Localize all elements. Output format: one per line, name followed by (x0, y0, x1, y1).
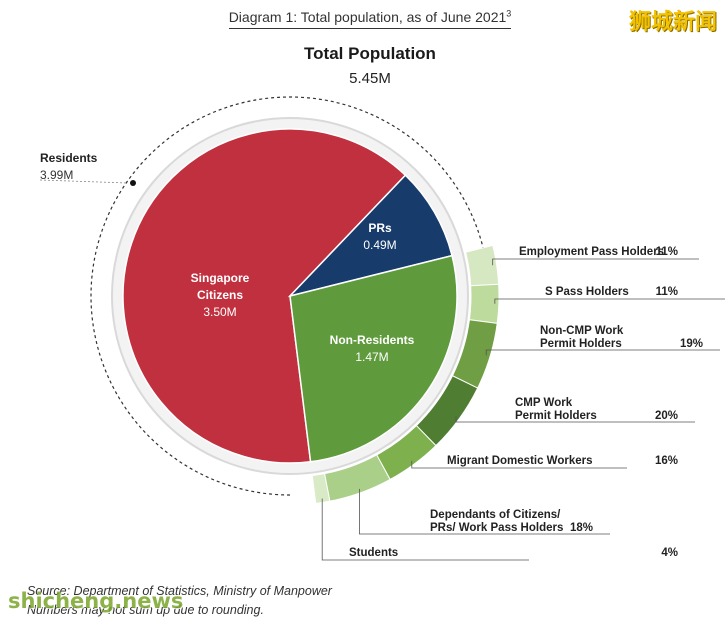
slice-singapore-citizens (122, 128, 407, 464)
label-migrant-domestic-workers: Migrant Domestic Workers (447, 455, 593, 467)
pct-cmp-work-permit-holders: 20% (655, 410, 678, 422)
label-dependants-of-citizens-prs-work-pass-holders: Dependants of Citizens/ (430, 509, 561, 521)
watermark-logo: 狮城新闻 (628, 10, 717, 35)
ring-segment-students (311, 473, 331, 504)
prs-value: 0.49M (363, 238, 396, 252)
leader-line-employment-pass-holders (492, 258, 699, 266)
residents-leader-line (39, 179, 129, 184)
residents-marker-dot (130, 180, 136, 186)
label-cmp-work-permit-holders-line2: Permit Holders (515, 410, 597, 422)
label-students: Students (349, 547, 398, 559)
citizens-label-line2: Citizens (197, 288, 243, 302)
source-note: Source: Department of Statistics, Minist… (27, 584, 332, 598)
leader-line-students (321, 498, 529, 561)
label-s-pass-holders: S Pass Holders (545, 286, 629, 298)
pct-migrant-domestic-workers: 16% (655, 455, 678, 467)
ring-segment-employment-pass-holders (465, 244, 500, 287)
non-residents-label: Non-Residents (330, 333, 415, 347)
leader-line-migrant-domestic-workers (411, 460, 627, 469)
pct-employment-pass-holders: 11% (656, 246, 678, 258)
pct-dependants-of-citizens-prs-work-pass-holders: 18% (570, 522, 593, 534)
slice-prs (287, 174, 453, 298)
label-cmp-work-permit-holders: CMP Work (515, 397, 573, 409)
diagram-title-text: Diagram 1: Total population, as of June … (228, 8, 507, 25)
citizens-value: 3.50M (203, 305, 236, 319)
rounding-note: Numbers may not sum up due to rounding. (27, 603, 264, 617)
leader-line-s-pass-holders (494, 298, 725, 304)
residents-value: 3.99M (40, 168, 73, 182)
leader-line-cmp-work-permit-holders (455, 416, 695, 423)
label-dependants-of-citizens-prs-work-pass-holders-line2: PRs/ Work Pass Holders (430, 522, 563, 534)
chart-title: Total Population (304, 44, 436, 63)
leader-line-non-cmp-work-permit-holders (485, 349, 720, 356)
label-non-cmp-work-permit-holders: Non-CMP Work (540, 325, 624, 337)
total-population-value: 5.45M (349, 70, 391, 87)
label-employment-pass-holders: Employment Pass Holders (519, 246, 664, 258)
residents-dashed-arc (90, 96, 489, 496)
label-non-cmp-work-permit-holders-line2: Permit Holders (540, 338, 622, 350)
slice-non-residents (289, 254, 458, 463)
pct-s-pass-holders: 11% (656, 286, 678, 298)
citizens-label-line1: Singapore (191, 271, 250, 285)
watermark-site: shicheng.news (8, 589, 184, 613)
non-residents-value: 1.47M (355, 350, 388, 364)
leader-line-dependants-of-citizens-prs-work-pass-holders (359, 488, 610, 535)
ring-segment-s-pass-holders (468, 283, 500, 324)
prs-label: PRs (368, 221, 392, 235)
pct-students: 4% (661, 547, 678, 559)
residents-label: Residents (40, 151, 98, 165)
pct-non-cmp-work-permit-holders: 19% (680, 338, 703, 350)
diagram-title: Diagram 1: Total population, as of June … (0, 8, 725, 29)
footnote-marker: 3 (506, 8, 512, 18)
